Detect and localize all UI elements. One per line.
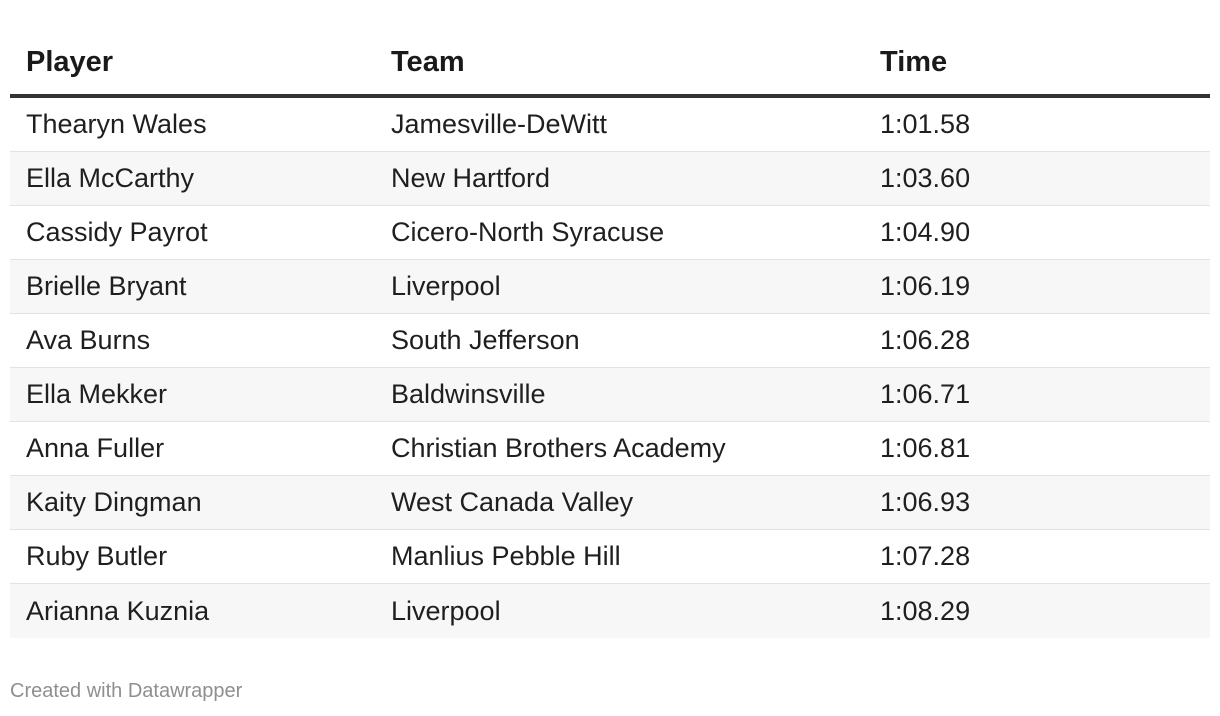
credit-footer: Created with Datawrapper: [10, 680, 243, 702]
cell-team: New Hartford: [391, 163, 551, 193]
cell-time: 1:07.28: [880, 541, 971, 571]
table-row: Ruby Butler Manlius Pebble Hill 1:07.28: [10, 530, 1210, 584]
table-row: Ella McCarthy New Hartford 1:03.60: [10, 152, 1210, 206]
table-row: Arianna Kuznia Liverpool 1:08.29: [10, 584, 1210, 638]
column-header-player: Player: [26, 45, 114, 78]
cell-time: 1:06.19: [880, 271, 971, 301]
cell-time: 1:04.90: [880, 217, 971, 247]
cell-team: South Jefferson: [391, 325, 580, 355]
cell-team: Liverpool: [391, 595, 501, 626]
cell-team: Jamesville-DeWitt: [391, 109, 608, 139]
table-body: Thearyn Wales Jamesville-DeWitt 1:01.58 Ell…: [10, 98, 1210, 638]
cell-player: Anna Fuller: [26, 433, 165, 463]
cell-time: 1:03.60: [880, 163, 971, 193]
cell-time: 1:06.71: [880, 379, 971, 409]
table-row: Cassidy Payrot Cicero-North Syracuse 1:04.…: [10, 206, 1210, 260]
cell-time: 1:06.81: [880, 433, 971, 463]
cell-time: 1:06.93: [880, 487, 971, 517]
cell-player: Thearyn Wales: [26, 109, 207, 139]
cell-player: Ruby Butler: [26, 541, 168, 571]
cell-team: West Canada Valley: [391, 487, 634, 517]
table-row: Ava Burns South Jefferson 1:06.28: [10, 314, 1210, 368]
results-table: Player Team Time Thearyn Wales Jamesville…: [10, 30, 1210, 638]
cell-player: Kaity Dingman: [26, 487, 202, 517]
cell-player: Ava Burns: [26, 325, 151, 355]
table-header: Player Team Time: [10, 30, 1210, 98]
column-header-time: Time: [880, 45, 948, 78]
cell-team: Manlius Pebble Hill: [391, 541, 621, 571]
cell-team: Liverpool: [391, 271, 501, 301]
cell-player: Ella McCarthy: [26, 163, 195, 193]
cell-time: 1:08.29: [880, 595, 971, 626]
cell-time: 1:01.58: [880, 109, 971, 139]
table-row: Ella Mekker Baldwinsville 1:06.71: [10, 368, 1210, 422]
column-header-team: Team: [391, 45, 465, 78]
cell-team: Christian Brothers Academy: [391, 433, 726, 463]
table-row: Anna Fuller Christian Brothers Academy 1:0…: [10, 422, 1210, 476]
table-row: Brielle Bryant Liverpool 1:06.19: [10, 260, 1210, 314]
cell-player: Ella Mekker: [26, 379, 168, 409]
cell-player: Brielle Bryant: [26, 271, 187, 301]
cell-player: Arianna Kuznia: [26, 595, 210, 626]
cell-time: 1:06.28: [880, 325, 971, 355]
table-row: Thearyn Wales Jamesville-DeWitt 1:01.58: [10, 98, 1210, 152]
table-row: Kaity Dingman West Canada Valley 1:06.93: [10, 476, 1210, 530]
cell-team: Baldwinsville: [391, 379, 546, 409]
cell-player: Cassidy Payrot: [26, 217, 208, 247]
cell-team: Cicero-North Syracuse: [391, 217, 665, 247]
